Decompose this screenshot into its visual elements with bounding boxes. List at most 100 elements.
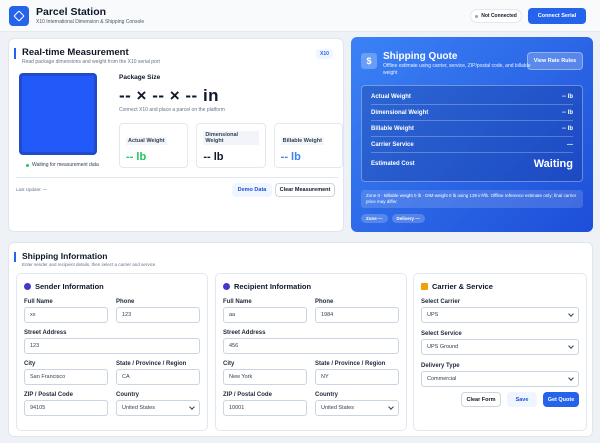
select-arrow [568, 375, 574, 381]
panel-title-text: Sender Information [35, 282, 104, 291]
logo [9, 6, 29, 26]
select[interactable]: Commercial [421, 371, 579, 387]
field-label: Select Carrier [421, 299, 461, 305]
clear-measurement-button[interactable]: Clear Measurement [275, 183, 335, 197]
field: State / Province / Region CA [116, 361, 200, 385]
text-input[interactable]: xx [24, 307, 108, 323]
metric-value: -- lb [126, 151, 147, 163]
form-button[interactable]: Get Quote [543, 392, 579, 407]
quote-label: Actual Weight [371, 93, 411, 100]
text-input[interactable]: 1984 [315, 307, 399, 323]
input-value: 123 [122, 312, 132, 318]
chip: Delivery — [391, 214, 425, 223]
quote-title: Shipping Quote [383, 51, 458, 62]
scale-platform [19, 73, 97, 155]
quote-card: $ Shipping Quote Offline estimate using … [351, 37, 593, 232]
hint: Connect X10 and place a parcel on the pl… [119, 107, 225, 113]
input-value: 456 [229, 343, 239, 349]
field: State / Province / Region NY [315, 361, 399, 385]
card-subtitle: Read package dimensions and weight from … [22, 59, 160, 65]
field: ZIP / Postal Code 94105 [24, 392, 108, 416]
quote-value: — [567, 141, 573, 148]
input-value: 10001 [229, 405, 245, 411]
select-arrow [568, 311, 574, 317]
panel-icon [223, 283, 230, 290]
input-value: 1984 [321, 312, 334, 318]
accent-bar [14, 252, 16, 262]
text-input[interactable]: 94105 [24, 400, 108, 416]
field: ZIP / Postal Code 10001 [223, 392, 307, 416]
quote-table: Actual Weight -- lb Dimensional Weight -- l… [361, 85, 583, 182]
demo-button[interactable]: Demo Data [232, 183, 272, 197]
metric-box: Actual Weight -- lb [119, 123, 189, 168]
quote-label: Carrier Service [371, 141, 414, 148]
status-dot [475, 14, 479, 18]
quote-row: Estimated Cost Waiting [371, 153, 573, 174]
divider [16, 177, 338, 178]
panel-title: Recipient Information [223, 282, 399, 291]
package-size-label: Package Size [119, 74, 161, 81]
status-text: Not Connected [481, 13, 517, 19]
text-input[interactable]: 123 [116, 307, 200, 323]
quote-row: Actual Weight -- lb [371, 89, 573, 105]
field-label: Phone [116, 299, 135, 305]
input-value: United States [122, 405, 156, 411]
text-input[interactable]: New York [223, 369, 307, 385]
field-label: Country [116, 392, 139, 398]
fields: Select Carrier UPS Select Service UPS Groun… [421, 299, 579, 387]
quote-row: Carrier Service — [371, 137, 573, 153]
field: Delivery Type Commercial [421, 363, 579, 387]
metric-value: -- lb [203, 151, 224, 163]
last-update: Last Update: — [16, 187, 48, 192]
field-label: Country [315, 392, 338, 398]
rate-rules-button[interactable]: View Rate Rules [527, 52, 583, 70]
status-dot [26, 163, 29, 167]
text-input[interactable]: 456 [223, 338, 399, 354]
text-input[interactable]: 123 [24, 338, 200, 354]
field-label: Phone [315, 299, 334, 305]
field: City New York [223, 361, 307, 385]
panel-icon [421, 283, 428, 290]
connect-button[interactable]: Connect Serial [528, 8, 586, 24]
sender-panel: Sender Information Full Name xx Phone 123 Str… [16, 273, 208, 431]
select[interactable]: United States [116, 400, 200, 416]
input-value: 123 [30, 343, 40, 349]
panel-title-text: Recipient Information [234, 282, 312, 291]
metric-label: Dimensional Weight [203, 131, 259, 145]
select[interactable]: UPS [421, 307, 579, 323]
quote-label: Estimated Cost [371, 160, 415, 167]
header: Parcel Station X10 International Dimensi… [0, 0, 600, 32]
input-value: UPS Ground [427, 344, 459, 350]
dimensions: -- × -- × -- in [119, 86, 220, 105]
metric-box: Dimensional Weight -- lb [196, 123, 266, 168]
status-text: Waiting for measurement data [32, 162, 99, 168]
select[interactable]: United States [315, 400, 399, 416]
text-input[interactable]: CA [116, 369, 200, 385]
quote-subtitle: Offline estimate using carrier, service,… [383, 63, 531, 76]
panel-title: Sender Information [24, 282, 200, 291]
select[interactable]: UPS Ground [421, 339, 579, 355]
field-label: Street Address [223, 330, 266, 336]
field-label: State / Province / Region [116, 361, 187, 367]
field: Phone 1984 [315, 299, 399, 323]
field-label: City [223, 361, 235, 367]
card-title: Real-time Measurement [22, 47, 129, 58]
text-input[interactable]: NY [315, 369, 399, 385]
quote-label: Dimensional Weight [371, 109, 429, 116]
field: Phone 123 [116, 299, 200, 323]
text-input[interactable]: San Francisco [24, 369, 108, 385]
form-button[interactable]: Save [507, 392, 537, 407]
field-label: Select Service [421, 331, 462, 337]
section-subtitle: Enter sender and recipient details, then… [22, 262, 156, 267]
metrics: Actual Weight -- lb Dimensional Weight -- l… [119, 123, 343, 168]
quote-value: -- lb [562, 109, 573, 116]
chip: Zone — [361, 214, 388, 223]
text-input[interactable]: 10001 [223, 400, 307, 416]
form-button[interactable]: Clear Form [461, 392, 501, 407]
quote-value: -- lb [562, 125, 573, 132]
field: Select Service UPS Ground [421, 331, 579, 355]
text-input[interactable]: aa [223, 307, 307, 323]
panel-title-text: Carrier & Service [432, 282, 493, 291]
field: Full Name xx [24, 299, 108, 323]
